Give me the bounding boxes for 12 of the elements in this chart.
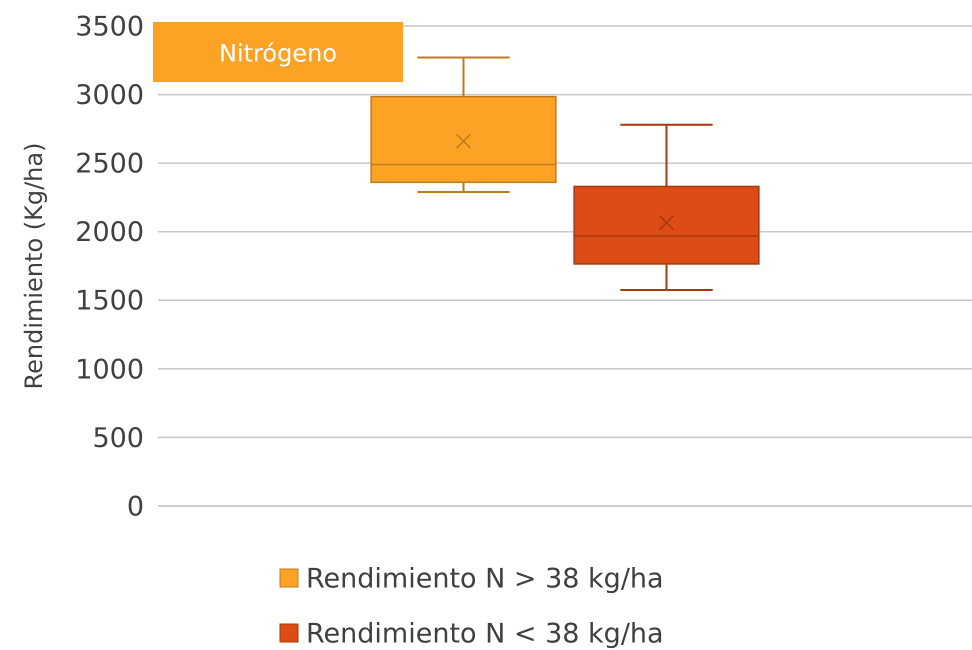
y-tick-label: 1000 bbox=[75, 354, 144, 386]
y-tick-label: 0 bbox=[126, 491, 144, 522]
legend-label: Rendimiento N > 38 kg/ha bbox=[306, 563, 664, 594]
y-tick-label: 3500 bbox=[75, 11, 144, 42]
y-axis-title: Rendimiento (Kg/ha) bbox=[20, 142, 48, 390]
y-tick-label: 3000 bbox=[75, 80, 144, 112]
text: Nitrógeno bbox=[219, 39, 337, 68]
y-tick-label: 500 bbox=[92, 422, 144, 454]
legend-label: Rendimiento N < 38 kg/ha bbox=[306, 618, 664, 650]
y-tick-label: 1500 bbox=[75, 286, 144, 317]
y-tick-label: 2500 bbox=[75, 148, 144, 180]
y-tick-label: 2000 bbox=[75, 217, 144, 248]
